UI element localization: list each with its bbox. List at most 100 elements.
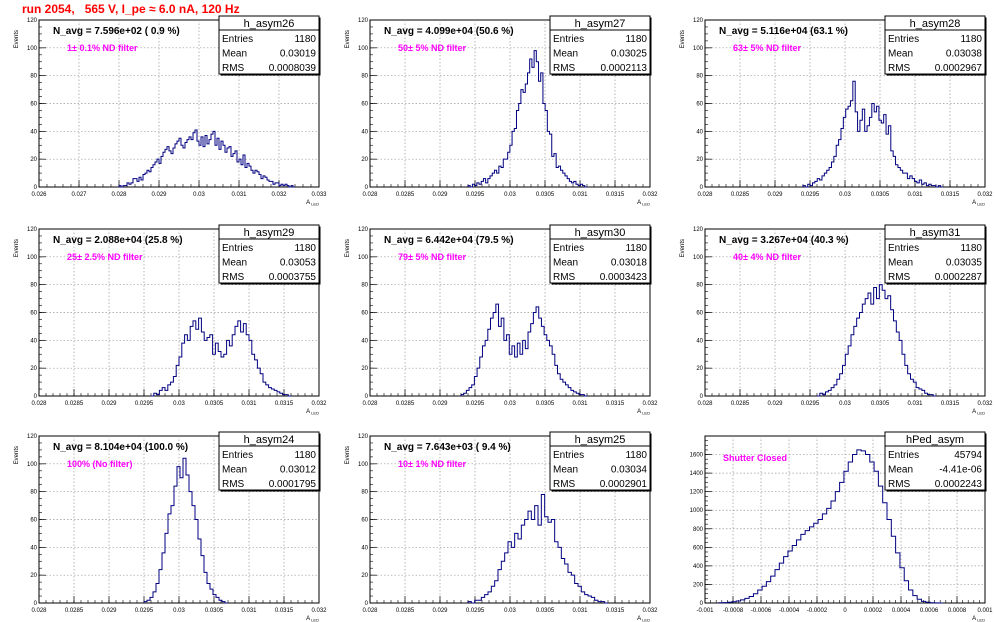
x-tick-label: 0.028 bbox=[362, 401, 378, 407]
y-tick-label: 1600 bbox=[690, 453, 704, 459]
y-tick-label: 20 bbox=[361, 157, 368, 163]
stats-value: 0.0002901 bbox=[600, 479, 648, 490]
y-tick-label: 100 bbox=[693, 46, 704, 52]
y-axis-title: Events bbox=[14, 446, 20, 464]
stats-value: 1180 bbox=[625, 34, 647, 45]
histogram-name: h_asym28 bbox=[910, 18, 961, 30]
stats-label: RMS bbox=[888, 63, 911, 74]
stats-value: 0.0008039 bbox=[269, 63, 317, 74]
y-tick-label: 120 bbox=[358, 434, 369, 440]
y-tick-label: 120 bbox=[693, 18, 704, 24]
x-tick-label: 0.0305 bbox=[536, 608, 555, 614]
histogram-name: h_asym26 bbox=[244, 18, 295, 30]
y-tick-label: 40 bbox=[30, 545, 37, 551]
stats-box bbox=[549, 224, 651, 284]
x-tick-label: 0.028 bbox=[362, 608, 378, 614]
x-tick-label: 0.031 bbox=[231, 192, 247, 198]
stats-label: Entries bbox=[888, 34, 919, 45]
x-tick-label: 0.0315 bbox=[941, 401, 960, 407]
stats-label: Mean bbox=[222, 49, 247, 60]
histogram-name: h_asym27 bbox=[575, 18, 626, 30]
y-tick-label: 0 bbox=[700, 601, 704, 607]
navg-label: N_avg = 4.099e+04 (50.6 %) bbox=[384, 26, 514, 37]
y-axis-title: Events bbox=[680, 239, 686, 257]
x-tick-label: 0.0285 bbox=[731, 401, 750, 407]
x-tick-label: 0.028 bbox=[31, 401, 47, 407]
y-tick-label: 0 bbox=[700, 185, 704, 191]
y-tick-label: 20 bbox=[30, 366, 37, 372]
histogram-series bbox=[118, 129, 295, 188]
x-tick-label: 0.029 bbox=[101, 608, 117, 614]
x-tick-label: 0.029 bbox=[767, 192, 783, 198]
histogram-series bbox=[151, 317, 291, 397]
histogram-series bbox=[718, 449, 943, 604]
x-tick-label: 0.03 bbox=[173, 608, 185, 614]
x-axis-title: A LED bbox=[306, 200, 319, 207]
x-tick-label: 0.029 bbox=[101, 401, 117, 407]
y-tick-label: 80 bbox=[361, 490, 368, 496]
x-tick-label: 0.031 bbox=[241, 608, 257, 614]
x-tick-label: 0.028 bbox=[697, 192, 713, 198]
x-tick-label: 0.032 bbox=[642, 608, 658, 614]
stats-box bbox=[884, 15, 986, 75]
y-tick-label: 100 bbox=[27, 46, 38, 52]
stats-label: RMS bbox=[553, 63, 576, 74]
y-tick-label: 0 bbox=[700, 394, 704, 400]
histogram-name: h_asym30 bbox=[575, 227, 626, 239]
histogram-panel-h_asym30: 0.028 0.0285 0.029 0.0295 0.03 0.0305 0.031 0.0… bbox=[345, 224, 658, 416]
y-tick-label: 800 bbox=[693, 527, 704, 533]
histogram-panel-h_asym31: 0.028 0.0285 0.029 0.0295 0.03 0.0305 0.031 0.0… bbox=[680, 224, 993, 416]
stats-label: Entries bbox=[222, 450, 253, 461]
page-title: run 2054, 565 V, I_pe ≈ 6.0 nA, 120 Hz bbox=[22, 2, 240, 16]
x-tick-label: 0.0002 bbox=[864, 608, 883, 614]
stats-value: 0.03038 bbox=[946, 49, 983, 60]
y-tick-label: 80 bbox=[30, 490, 37, 496]
x-axis-title: A LED bbox=[972, 409, 985, 416]
stats-label: RMS bbox=[222, 479, 245, 490]
stats-value: 0.03053 bbox=[280, 258, 317, 269]
x-tick-label: 0.029 bbox=[767, 401, 783, 407]
y-tick-label: 1200 bbox=[690, 490, 704, 496]
x-tick-label: 0.0305 bbox=[205, 608, 224, 614]
y-tick-label: 40 bbox=[361, 545, 368, 551]
x-tick-label: 0.03 bbox=[193, 192, 205, 198]
x-tick-label: 0.03 bbox=[839, 192, 851, 198]
x-axis-title: A LED bbox=[637, 616, 650, 622]
histogram-panel-h_asym26: 0.026 0.027 0.028 0.029 0.03 0.031 0.032 0.033 0… bbox=[14, 15, 327, 207]
stats-label: Entries bbox=[222, 34, 253, 45]
histogram-panel-h_asym28: 0.028 0.0285 0.029 0.0295 0.03 0.0305 0.031 0.0… bbox=[680, 15, 993, 207]
x-tick-label: 0.0315 bbox=[606, 608, 625, 614]
histogram-name: h_asym29 bbox=[244, 227, 295, 239]
x-axis-title: A LED bbox=[306, 616, 319, 622]
y-tick-label: 120 bbox=[693, 227, 704, 233]
x-tick-label: 0.032 bbox=[311, 401, 327, 407]
x-tick-label: 0.0305 bbox=[536, 401, 555, 407]
stats-value: 1180 bbox=[625, 450, 647, 461]
x-tick-label: 0.0295 bbox=[466, 401, 485, 407]
x-tick-label: 0.029 bbox=[432, 401, 448, 407]
histogram-name: hPed_asym bbox=[906, 434, 964, 446]
navg-label: N_avg = 3.267e+04 (40.3 %) bbox=[719, 235, 849, 246]
y-tick-label: 20 bbox=[696, 366, 703, 372]
x-tick-label: 0.027 bbox=[71, 192, 87, 198]
stats-value: 0.0002243 bbox=[935, 479, 983, 490]
x-tick-label: 0.026 bbox=[31, 192, 47, 198]
y-axis-title: Events bbox=[345, 30, 351, 48]
x-tick-label: 0.028 bbox=[111, 192, 127, 198]
x-tick-label: 0.031 bbox=[572, 401, 588, 407]
histogram-panel-h_asym25: 0.028 0.0285 0.029 0.0295 0.03 0.0305 0.031 0.0… bbox=[345, 431, 658, 622]
x-tick-label: 0.0285 bbox=[65, 401, 84, 407]
x-tick-label: 0.0315 bbox=[941, 192, 960, 198]
y-tick-label: 40 bbox=[696, 338, 703, 344]
stats-value: 1180 bbox=[294, 34, 316, 45]
y-tick-label: 100 bbox=[358, 255, 369, 261]
navg-label: N_avg = 6.442e+04 (79.5 %) bbox=[384, 235, 514, 246]
y-tick-label: 120 bbox=[358, 18, 369, 24]
stats-label: RMS bbox=[553, 479, 576, 490]
x-tick-label: 0.031 bbox=[907, 192, 923, 198]
stats-label: Entries bbox=[553, 450, 584, 461]
y-tick-label: 60 bbox=[361, 518, 368, 524]
x-tick-label: 0.03 bbox=[504, 608, 516, 614]
y-tick-label: 60 bbox=[361, 102, 368, 108]
x-tick-label: 0.029 bbox=[432, 608, 448, 614]
